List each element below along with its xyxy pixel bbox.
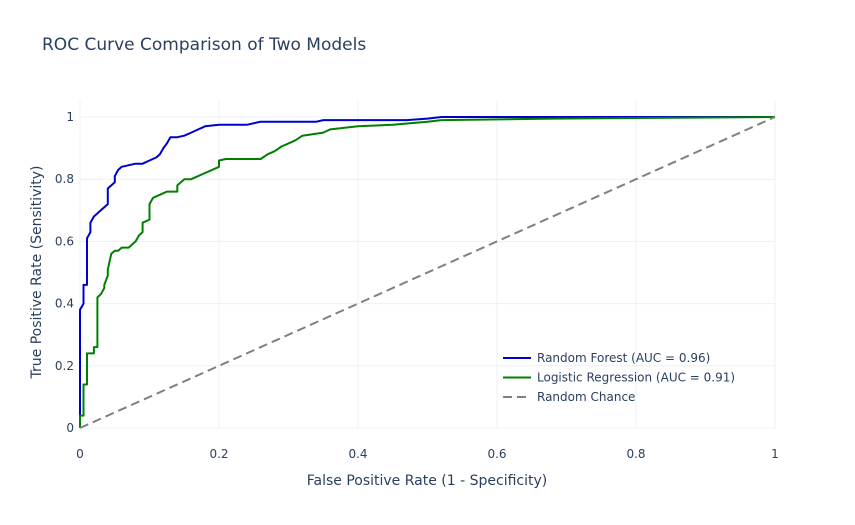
legend-label-1: Logistic Regression (AUC = 0.91) bbox=[537, 371, 735, 385]
x-tick-label: 0.4 bbox=[348, 447, 367, 461]
y-tick-label: 0.6 bbox=[55, 234, 74, 248]
series-lines bbox=[79, 116, 776, 429]
series-line-0 bbox=[79, 116, 775, 428]
x-tick-label: 1 bbox=[771, 447, 779, 461]
legend: Random Forest (AUC = 0.96) Logistic Regre… bbox=[503, 351, 735, 404]
x-tick-label: 0.2 bbox=[209, 447, 228, 461]
axis-ticks: 0 0.2 0.4 0.6 0.8 1 0 0.2 0.4 0.6 0.8 1 bbox=[55, 110, 779, 461]
series-line-2 bbox=[79, 116, 776, 429]
y-tick-label: 1 bbox=[66, 110, 74, 124]
x-tick-label: 0.6 bbox=[487, 447, 506, 461]
x-tick-label: 0 bbox=[76, 447, 84, 461]
legend-label-2: Random Chance bbox=[537, 390, 635, 404]
y-tick-label: 0.8 bbox=[55, 172, 74, 186]
x-tick-label: 0.8 bbox=[626, 447, 645, 461]
chart-title: ROC Curve Comparison of Two Models bbox=[42, 35, 366, 55]
x-axis-label: False Positive Rate (1 - Specificity) bbox=[307, 473, 548, 489]
y-tick-label: 0.2 bbox=[55, 359, 74, 373]
grid-lines bbox=[79, 100, 776, 429]
y-tick-label: 0 bbox=[66, 421, 74, 435]
series-line-1 bbox=[79, 116, 776, 428]
y-tick-label: 0.4 bbox=[55, 297, 74, 311]
legend-label-0: Random Forest (AUC = 0.96) bbox=[537, 351, 710, 365]
y-axis-label: True Positive Rate (Sensitivity) bbox=[29, 166, 45, 380]
